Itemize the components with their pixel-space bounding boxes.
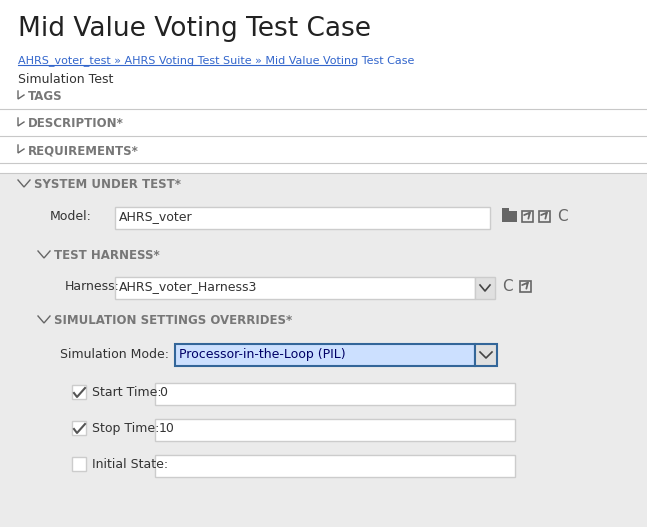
Text: C: C [502,279,512,294]
Bar [522,211,533,222]
Text: AHRS_voter_test » AHRS Voting Test Suite » Mid Value Voting Test Case: AHRS_voter_test » AHRS Voting Test Suite… [18,55,414,66]
Text: Harness:: Harness: [65,280,120,293]
Text: Mid Value Voting Test Case: Mid Value Voting Test Case [18,16,371,42]
Bar [175,344,475,366]
Text: Model:: Model: [50,210,92,223]
Text: Stop Time:: Stop Time: [92,422,159,435]
Bar [72,385,86,399]
Text: 10: 10 [159,422,175,435]
Bar [72,421,86,435]
Bar [155,383,515,405]
Text: AHRS_voter: AHRS_voter [119,210,193,223]
Text: DESCRIPTION*: DESCRIPTION* [28,117,124,130]
Text: SIMULATION SETTINGS OVERRIDES*: SIMULATION SETTINGS OVERRIDES* [54,314,292,327]
Text: Processor-in-the-Loop (PIL): Processor-in-the-Loop (PIL) [179,348,345,361]
Text: Simulation Mode:: Simulation Mode: [60,348,169,361]
Text: 0: 0 [159,386,167,399]
Bar [115,277,475,299]
Bar [155,419,515,441]
Bar [475,277,495,299]
Text: C: C [557,209,567,224]
Text: SYSTEM UNDER TEST*: SYSTEM UNDER TEST* [34,178,181,191]
Text: REQUIREMENTS*: REQUIREMENTS* [28,144,139,157]
Text: TEST HARNESS*: TEST HARNESS* [54,249,160,262]
Text: Simulation Test: Simulation Test [18,73,113,86]
Bar [0,173,647,527]
Text: Initial State:: Initial State: [92,458,168,471]
Bar [72,457,86,471]
Text: TAGS: TAGS [28,90,63,103]
Bar [502,211,517,222]
Bar [539,211,550,222]
Bar [155,455,515,477]
Text: Start Time:: Start Time: [92,386,162,399]
Text: AHRS_voter_Harness3: AHRS_voter_Harness3 [119,280,258,293]
Bar [520,281,531,292]
Bar [502,208,509,212]
Bar [115,207,490,229]
Bar [475,344,497,366]
